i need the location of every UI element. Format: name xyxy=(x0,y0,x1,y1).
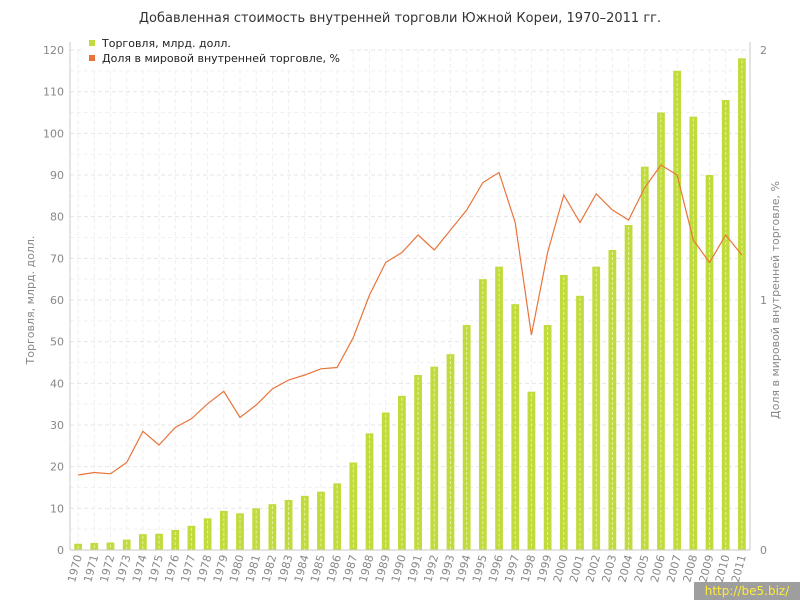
bar-1978 xyxy=(203,518,212,550)
bar-1981 xyxy=(252,508,261,550)
y-tick-label: 50 xyxy=(50,336,64,349)
line-series xyxy=(78,164,743,476)
chart-title: Добавленная стоимость внутренней торговл… xyxy=(139,11,661,26)
bar-series xyxy=(74,58,746,551)
legend-background xyxy=(84,34,350,70)
bar-2011 xyxy=(738,58,746,550)
legend-swatch-trade xyxy=(89,40,95,46)
y-tick-label: 90 xyxy=(50,169,64,182)
watermark[interactable]: http://be5.biz/ xyxy=(694,582,800,600)
bar-2002 xyxy=(592,266,601,550)
y-tick-label: 0 xyxy=(57,544,64,557)
bar-1973 xyxy=(122,539,131,550)
y-tick-label: 60 xyxy=(50,294,64,307)
y2-axis-label: Доля в мировой внутренней торговле, % xyxy=(769,181,782,419)
grid xyxy=(70,49,750,551)
y2-tick-label: 2 xyxy=(760,44,767,57)
legend-label-share: Доля в мировой внутренней торговле, % xyxy=(102,52,340,65)
y-tick-label: 70 xyxy=(50,252,64,265)
share-line xyxy=(78,164,743,476)
y-tick-label: 40 xyxy=(50,377,64,390)
bar-1996 xyxy=(495,266,503,550)
y-tick-label: 20 xyxy=(50,461,64,474)
bar-2005 xyxy=(640,166,649,550)
bar-1992 xyxy=(430,366,439,550)
y-tick-label: 80 xyxy=(50,211,64,224)
y2-tick-label: 0 xyxy=(760,544,767,557)
y-tick-label: 30 xyxy=(50,419,64,432)
left-axis-ticks: 0 10 20 30 40 50 60 70 80 90 100 110 120 xyxy=(43,44,64,557)
axes xyxy=(69,42,751,551)
legend: Торговля, млрд. долл. Доля в мировой вну… xyxy=(84,34,350,70)
x-axis-ticks: 1970197119721973197419751976197719781979… xyxy=(65,553,749,583)
bar-1995 xyxy=(478,279,487,550)
right-axis-ticks: 0 1 2 xyxy=(760,44,767,557)
y-axis-label: Торговля, млрд. долл. xyxy=(24,236,37,366)
legend-label-trade: Торговля, млрд. долл. xyxy=(101,37,231,50)
y-tick-label: 120 xyxy=(43,44,64,57)
bar-2008 xyxy=(689,116,698,551)
y-tick-label: 10 xyxy=(50,502,64,515)
y2-tick-label: 1 xyxy=(760,294,767,307)
legend-swatch-share xyxy=(89,55,95,61)
y-tick-label: 110 xyxy=(43,86,64,99)
y-tick-label: 100 xyxy=(43,127,64,140)
